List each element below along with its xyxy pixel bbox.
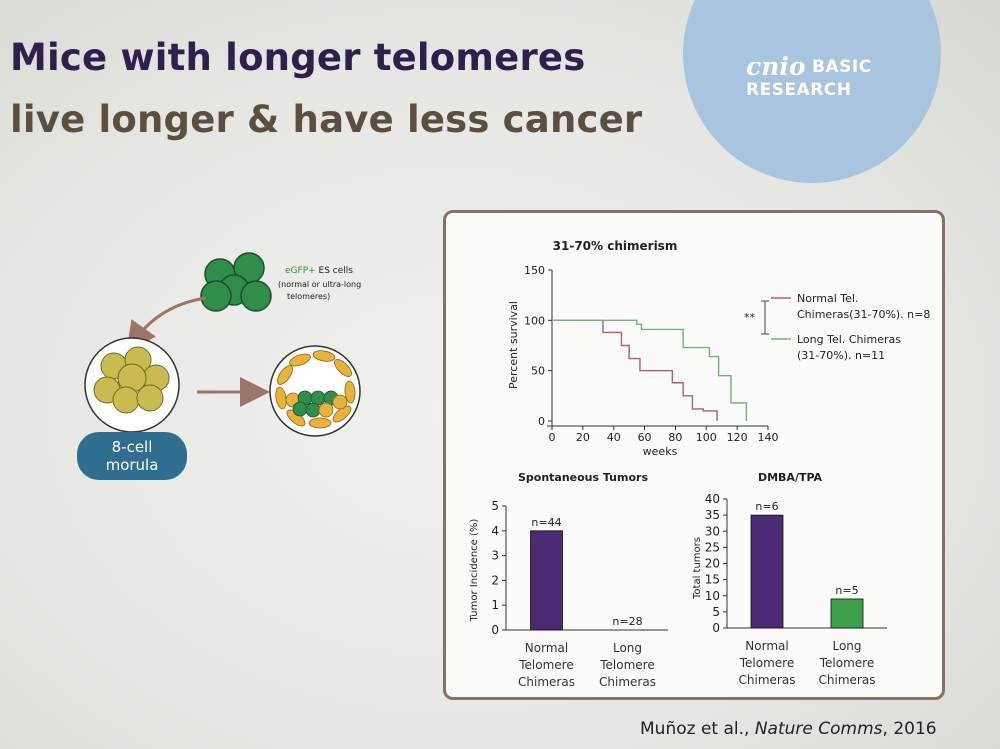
citation-journal: Nature Comms [754,719,883,739]
dmba-category-label: Telomere [739,656,794,670]
spontaneous-bar-label: n=44 [531,516,561,529]
dmba-category-label: Chimeras [819,673,876,687]
spontaneous-category-label: Chimeras [518,675,575,689]
survival-x-tick-label: 0 [549,431,556,444]
survival-x-label: weeks [643,445,678,458]
es-cells-label-rest: ES cells [316,266,354,276]
dmba-y-label: Total tumors [692,537,703,600]
legend-long-line2: (31-70%). n=11 [797,349,885,362]
es-cell-cluster [200,252,272,312]
es-cells-sub1: (normal or ultra-long [278,280,361,289]
spontaneous-y-tick-label: 5 [491,499,499,513]
dmba-y-tick-label: 15 [705,573,720,587]
survival-series [552,319,748,421]
spontaneous-y-tick-label: 1 [491,598,499,612]
spontaneous-category-label: Telomere [599,658,654,672]
dmba-bar-label: n=6 [755,500,778,513]
blastocyst-embryo [269,345,361,437]
survival-x-tick-label: 60 [638,431,652,444]
survival-axes [547,270,768,427]
dmba-y-tick-label: 35 [705,508,720,522]
dmba-chart: 0 5 10 15 20 25 30 35 40 n=6 Normal Telomere Chimera… [705,492,887,687]
spontaneous-chart-title: Spontaneous Tumors [518,471,648,484]
citation: Muñoz et al., Nature Comms, 2016 [640,719,937,739]
morula-embryo [84,337,180,433]
survival-y-tick-label: 100 [524,314,545,327]
survival-x-tick-label: 140 [758,431,779,444]
spontaneous-y-tick-label: 3 [491,549,499,563]
spontaneous-y-tick-label: 2 [491,573,499,587]
dmba-category-label: Normal [745,639,788,653]
citation-year: , 2016 [882,719,937,739]
spontaneous-category-label: Telomere [518,658,573,672]
survival-y-tick-label: 0 [538,415,545,428]
spontaneous-category-label: Long [613,641,642,655]
survival-x-tick-label: 100 [696,431,717,444]
spontaneous-bar-label: n=28 [612,615,642,628]
slide-title-line2: live longer & have less cancer [10,98,643,141]
survival-x-tick-label: 20 [576,431,590,444]
spontaneous-bar [530,530,563,631]
legend-long-line1: Long Tel. Chimeras [797,333,901,346]
morula-badge [77,432,187,480]
survival-x-tick-label: 40 [607,431,621,444]
spontaneous-category-label: Normal [525,641,568,655]
es-cells-label-gfp: eGFP+ [285,266,316,276]
dmba-y-tick-label: 25 [705,540,720,554]
dmba-y-tick-label: 30 [705,524,720,538]
dmba-bar-label: n=5 [835,584,858,597]
dmba-y-tick-label: 20 [705,557,720,571]
spontaneous-y-tick-label: 4 [491,524,499,538]
cnio-logo-research: RESEARCH [746,80,852,100]
survival-chart-title: 31-70% chimerism [553,239,678,253]
dmba-y-tick-label: 40 [705,492,720,506]
survival-line-normal [552,319,718,421]
survival-x-tick-label: 80 [668,431,682,444]
survival-ticks: 0 20 40 60 80 100 120 140 0 50 100 150 [524,264,779,444]
survival-y-tick-label: 50 [531,365,545,378]
dmba-category-label: Telomere [819,656,874,670]
survival-y-label: Percent survival [507,301,520,389]
curved-arrow-icon [126,296,207,353]
dmba-category-label: Chimeras [739,673,796,687]
legend-normal-line1: Normal Tel. [797,292,858,305]
citation-authors: Muñoz et al., [640,719,755,739]
dmba-y-tick-label: 0 [712,621,720,635]
dmba-bar [750,514,784,629]
dmba-category-label: Long [832,639,861,653]
dmba-bar [830,598,864,629]
spontaneous-chart: 0 1 2 3 4 5 n=44 Normal Telomere Chimeras n=28 Long… [491,499,668,689]
morula-label-line2: morula [106,456,159,474]
spontaneous-category-label: Chimeras [599,675,656,689]
cnio-logo-wordmark: cnio [746,52,806,81]
es-cells-sub2: telomeres) [287,292,330,301]
survival-line-long [552,319,748,421]
cnio-logo-basic: BASIC [812,57,872,77]
survival-x-tick-label: 120 [727,431,748,444]
dmba-y-tick-label: 10 [705,589,720,603]
svg-text:eGFP+ ES cells: eGFP+ ES cells [285,266,353,276]
morula-label-line1: 8-cell [112,438,153,456]
dmba-chart-title: DMBA/TPA [758,471,823,484]
spontaneous-y-label: Tumor Incidence (%) [469,519,480,623]
legend-normal-line2: Chimeras(31-70%). n=8 [797,308,930,321]
slide-title-line1: Mice with longer telomeres [10,36,586,79]
spontaneous-y-tick-label: 0 [491,623,499,637]
survival-y-tick-label: 150 [524,264,545,277]
significance-marker: ** [744,311,756,324]
dmba-y-tick-label: 5 [712,605,720,619]
